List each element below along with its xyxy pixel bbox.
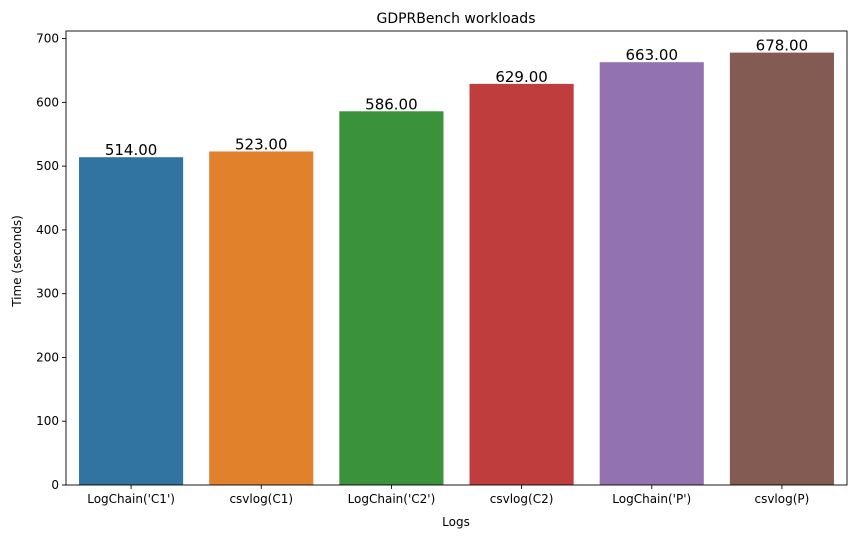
bar-value-label-3: 629.00 [495, 68, 548, 86]
y-tick-label-1: 100 [36, 414, 59, 428]
bars-group [79, 52, 834, 486]
y-tick-label-3: 300 [36, 287, 59, 301]
y-axis: 0 100 200 300 400 500 600 700 [36, 32, 66, 492]
y-tick-label-0: 0 [51, 478, 59, 492]
data-labels-group: 514.00 523.00 586.00 629.00 663.00 678.00 [105, 37, 808, 160]
y-tick-label-6: 600 [36, 95, 59, 109]
y-tick-label-5: 500 [36, 159, 59, 173]
bar-value-label-5: 678.00 [756, 37, 809, 55]
x-tick-label-1: csvlog(C1) [229, 492, 293, 506]
bar-1 [209, 151, 314, 485]
bar-value-label-4: 663.00 [626, 46, 679, 64]
bar-4 [599, 62, 704, 486]
x-tick-label-3: csvlog(C2) [490, 492, 554, 506]
x-tick-label-4: LogChain('P') [612, 492, 691, 506]
x-tick-label-0: LogChain('C1') [87, 492, 175, 506]
bar-5 [729, 52, 834, 486]
y-tick-label-2: 200 [36, 350, 59, 364]
plot-frame [65, 30, 848, 486]
bar-2 [339, 111, 444, 485]
y-tick-label-7: 700 [36, 32, 59, 46]
bar-0 [79, 157, 184, 485]
y-axis-label: Time (seconds) [10, 215, 24, 308]
x-axis-label: Logs [442, 515, 470, 529]
bar-value-label-1: 523.00 [235, 135, 288, 153]
y-tick-label-4: 400 [36, 223, 59, 237]
axes-frame [65, 30, 848, 486]
x-axis: LogChain('C1') csvlog(C1) LogChain('C2') cs… [87, 485, 809, 506]
bar-3 [469, 83, 574, 486]
chart-title: GDPRBench workloads [376, 11, 535, 27]
bar-value-label-0: 514.00 [105, 141, 158, 159]
x-tick-label-2: LogChain('C2') [348, 492, 436, 506]
x-tick-label-5: csvlog(P) [754, 492, 809, 506]
bar-value-label-2: 586.00 [365, 95, 418, 113]
